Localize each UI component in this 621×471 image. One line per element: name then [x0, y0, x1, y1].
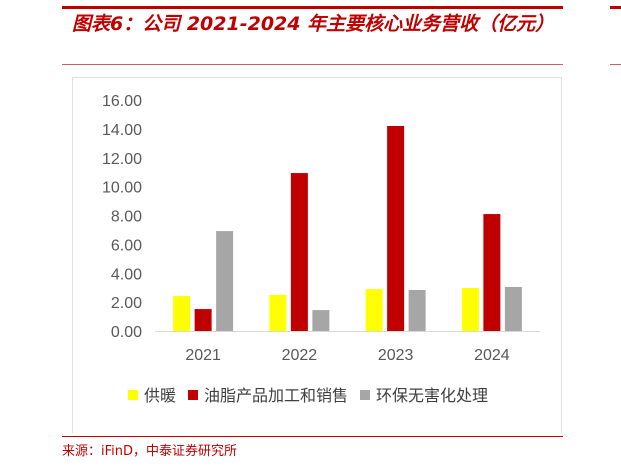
y-tick-label: 12.00 [102, 151, 142, 168]
bar-2022-2 [290, 173, 308, 331]
y-tick-label: 2.00 [111, 295, 142, 312]
legend-label: 油脂产品加工和销售 [204, 386, 348, 405]
figure-title: 图表6：公司 2021-2024 年主要核心业务营收（亿元） [72, 13, 555, 35]
bar-2022-3 [312, 310, 330, 331]
bar-2021-2 [194, 309, 212, 331]
x-tick-label: 2024 [474, 347, 510, 364]
bar-2024-3 [504, 286, 522, 331]
chart-frame [72, 77, 562, 433]
bar-2021-3 [216, 231, 234, 331]
bar-2023-3 [408, 289, 426, 331]
bar-2023-1 [365, 289, 383, 331]
legend-swatch [188, 390, 198, 400]
header-bottom-rule [62, 64, 563, 65]
y-tick-label: 8.00 [111, 209, 142, 226]
bar-2024-1 [461, 287, 479, 331]
y-tick-label: 10.00 [102, 180, 142, 197]
header-top-rule [62, 6, 563, 9]
source-note: 来源：iFinD，中泰证券研究所 [62, 444, 238, 459]
x-tick-label: 2022 [282, 347, 318, 364]
y-tick-label: 4.00 [111, 266, 142, 283]
bar-2022-1 [269, 294, 287, 331]
legend-swatch [128, 390, 138, 400]
bar-2023-2 [387, 125, 405, 331]
x-tick-label: 2021 [185, 347, 221, 364]
bar-2021-1 [173, 296, 191, 331]
legend-label: 供暖 [144, 386, 176, 405]
y-tick-label: 0.00 [111, 324, 142, 341]
bar-2024-2 [483, 214, 501, 331]
adjacent-header-bottom-rule [610, 64, 621, 65]
legend-swatch [360, 390, 370, 400]
x-tick-label: 2023 [378, 347, 414, 364]
y-tick-label: 16.00 [102, 93, 142, 110]
adjacent-header-rule [610, 6, 621, 9]
y-tick-label: 6.00 [111, 237, 142, 254]
legend-label: 环保无害化处理 [376, 386, 488, 405]
y-tick-label: 14.00 [102, 122, 142, 139]
source-rule [62, 436, 563, 437]
